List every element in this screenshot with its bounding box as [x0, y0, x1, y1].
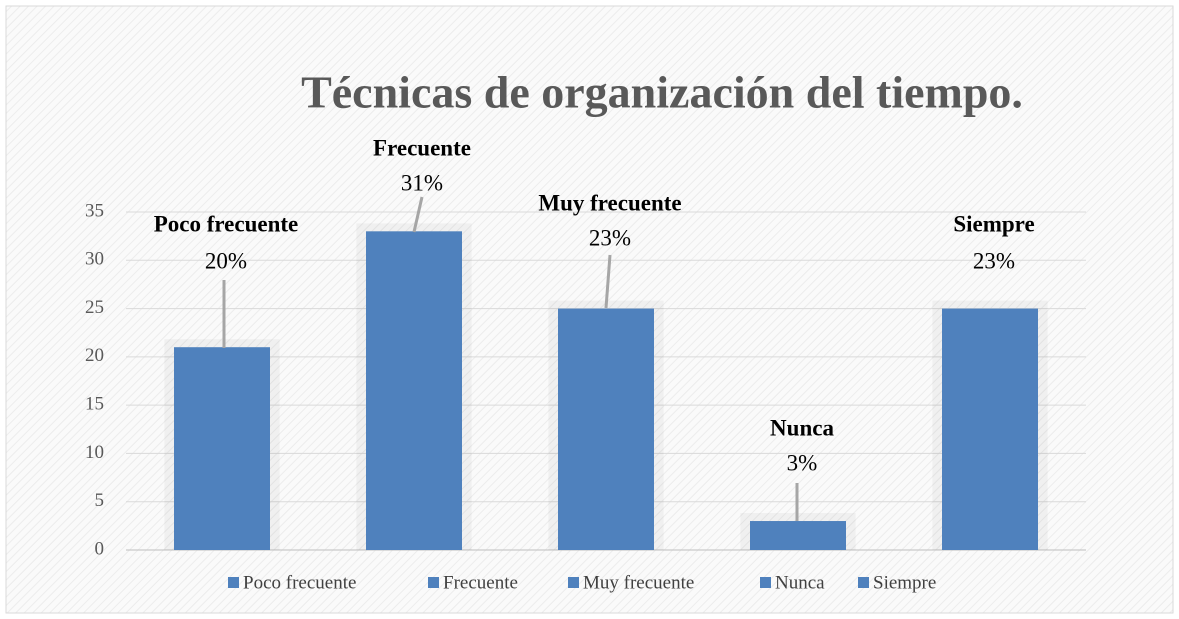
bar — [750, 521, 846, 550]
bar — [942, 308, 1038, 550]
y-tick-label: 5 — [95, 490, 105, 511]
legend-label: Siempre — [873, 572, 936, 593]
legend-label: Muy frecuente — [583, 572, 694, 593]
y-tick-label: 25 — [85, 297, 104, 318]
data-label-percent: 23% — [589, 225, 631, 250]
data-label-category: Muy frecuente — [538, 190, 681, 215]
leader-line — [412, 196, 424, 233]
leader-line — [604, 254, 612, 309]
data-label-category: Nunca — [770, 415, 834, 440]
bar — [366, 231, 462, 551]
legend-swatch — [228, 577, 239, 588]
data-label-category: Siempre — [953, 211, 1034, 236]
legend-label: Poco frecuente — [243, 572, 356, 593]
data-label-percent: 31% — [401, 170, 443, 195]
chart-title: Técnicas de organización del tiempo. — [301, 67, 1023, 118]
legend-swatch — [428, 577, 439, 588]
data-label-percent: 20% — [205, 248, 247, 273]
y-tick-label: 20 — [85, 345, 104, 366]
legend-label: Frecuente — [443, 572, 518, 593]
y-tick-label: 35 — [85, 200, 104, 221]
bar — [174, 347, 270, 550]
data-label-category: Frecuente — [373, 135, 471, 160]
legend-swatch — [760, 577, 771, 588]
legend-label: Nunca — [775, 572, 825, 593]
bar — [558, 308, 654, 550]
y-tick-label: 0 — [95, 538, 105, 559]
legend-swatch — [858, 577, 869, 588]
data-label-category: Poco frecuente — [154, 211, 299, 236]
y-tick-label: 15 — [85, 394, 104, 415]
data-label-percent: 3% — [787, 450, 818, 475]
y-tick-label: 10 — [85, 442, 104, 463]
legend-swatch — [568, 577, 579, 588]
data-label-percent: 23% — [973, 248, 1015, 273]
y-tick-label: 30 — [85, 249, 104, 270]
